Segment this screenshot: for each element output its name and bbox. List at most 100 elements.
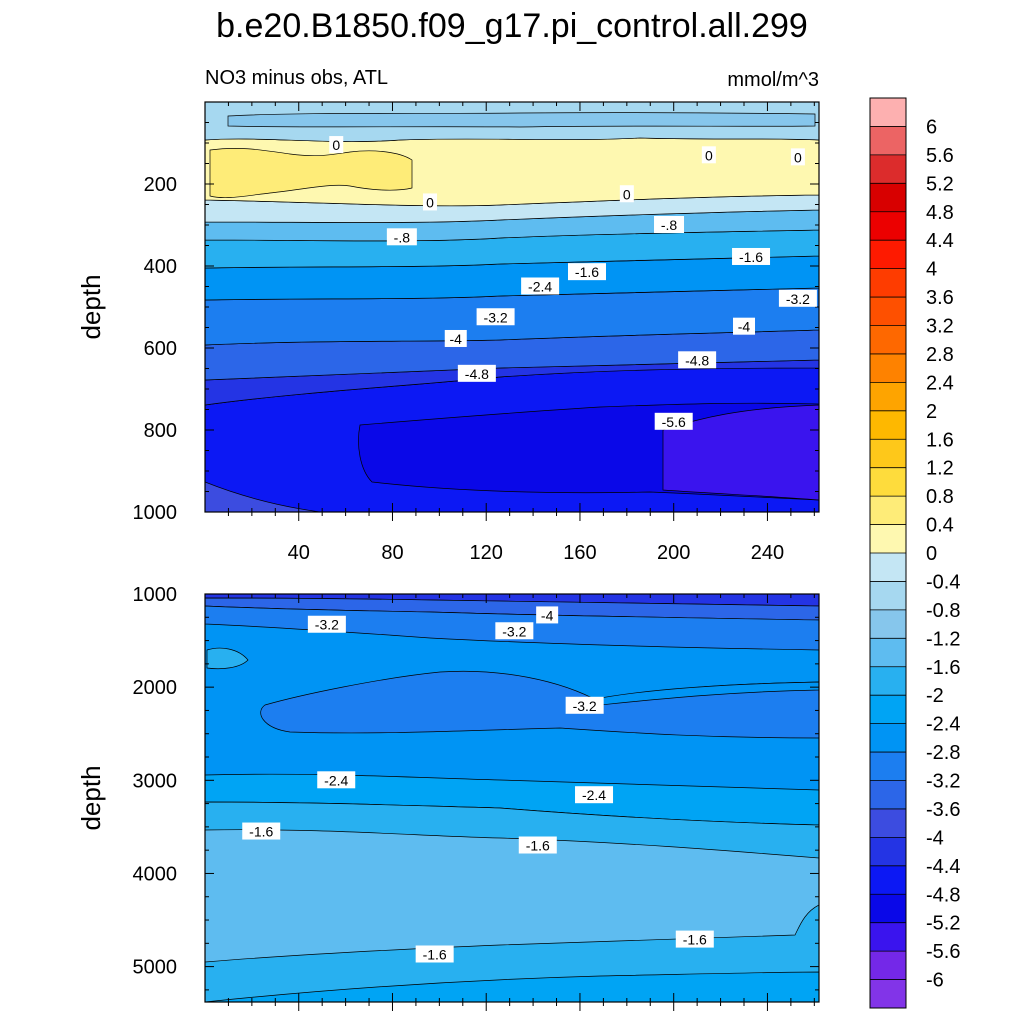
lower-band-minus-2.4-pocket xyxy=(206,647,249,670)
colorbar-level-label: -2.8 xyxy=(926,742,960,764)
lower-contour-label-text: -1.6 xyxy=(249,824,273,840)
upper-contour-label-bg xyxy=(732,247,771,265)
upper-contour-label-text: 0 xyxy=(623,186,631,202)
lower-y-tick-label: 2000 xyxy=(133,677,178,699)
colorbar-level-label: 1.2 xyxy=(926,458,954,480)
upper-band-minus-6 xyxy=(662,404,819,501)
lower-contour-label-bg xyxy=(536,606,559,624)
colorbar-level-label: -2.4 xyxy=(926,714,960,736)
lower-y-tick-label: 5000 xyxy=(133,957,178,979)
upper-contour-label: -2.4 xyxy=(521,277,560,295)
colorbar-level-label: -4 xyxy=(926,827,944,849)
lower-band-minus-3.6-lens xyxy=(260,670,819,739)
upper-contour-label: -.8 xyxy=(654,216,685,233)
colorbar-level-label: -3.6 xyxy=(926,799,960,821)
colorbar-swatch xyxy=(870,154,906,184)
upper-contour-label-bg xyxy=(654,412,693,430)
lower-y-tick-labels: 1000 2000 3000 4000 5000 xyxy=(133,584,178,979)
colorbar-level-label: 4.8 xyxy=(926,202,954,224)
upper-contour-label-bg xyxy=(733,317,756,335)
colorbar-level-label: -6 xyxy=(926,970,944,992)
upper-contour-fill xyxy=(205,102,819,512)
upper-contour-label-text: -.8 xyxy=(661,217,678,233)
upper-contour-label-bg xyxy=(422,193,437,211)
lower-y-axis-label: depth xyxy=(76,765,106,830)
lower-plot-frame xyxy=(204,593,820,1003)
colorbar-swatch xyxy=(870,780,906,810)
colorbar-swatch xyxy=(870,126,906,156)
upper-contour-label-text: -4.8 xyxy=(465,366,489,382)
lower-contour-label: -4 xyxy=(536,606,559,624)
upper-x-tick-labels: 40 80 120 160 200 240 xyxy=(288,542,785,564)
upper-contour-label-bg xyxy=(701,146,716,164)
colorbar-swatch xyxy=(870,638,906,668)
lower-contour-label-text: -1.6 xyxy=(526,838,550,854)
colorbar-level-label: 5.6 xyxy=(926,145,954,167)
lower-contour-label: -2.4 xyxy=(575,786,614,804)
colorbar-swatch xyxy=(870,808,906,838)
upper-contour-label-bg xyxy=(654,216,685,233)
upper-subtitle-right: mmol/m^3 xyxy=(727,69,819,91)
upper-contour-label-text: -3.2 xyxy=(484,309,508,325)
upper-contour-label: -4.8 xyxy=(678,351,717,369)
colorbar-level-label: 6 xyxy=(926,116,937,138)
colorbar-swatch xyxy=(870,979,906,1009)
colorbar-level-label: -4.4 xyxy=(926,856,960,878)
colorbar-level-label: 5.2 xyxy=(926,173,954,195)
upper-contour-label: 0 xyxy=(329,136,344,154)
upper-x-tick-label: 40 xyxy=(288,542,310,564)
upper-contour-label: -4 xyxy=(444,329,467,347)
lower-contour-label-text: -1.6 xyxy=(683,932,707,948)
upper-axis-ticks xyxy=(205,101,819,521)
lower-axis-ticks xyxy=(205,593,819,1011)
upper-band-0.4 xyxy=(209,148,413,198)
colorbar-level-label: -1.6 xyxy=(926,657,960,679)
upper-contour-label-text: -5.6 xyxy=(662,414,686,430)
colorbar-swatch xyxy=(870,211,906,241)
colorbar-level-label: 0.4 xyxy=(926,515,954,537)
colorbar-swatch xyxy=(870,723,906,753)
lower-y-tick-label: 3000 xyxy=(133,770,178,792)
lower-contour-label: -1.6 xyxy=(518,836,557,854)
lower-contour-label-text: -2.4 xyxy=(324,772,348,788)
upper-contour-label: 0 xyxy=(422,193,437,211)
colorbar-swatch xyxy=(870,297,906,326)
colorbar-level-label: 4.4 xyxy=(926,230,954,252)
colorbar-level-label: -2 xyxy=(926,685,944,707)
colorbar-swatch xyxy=(870,666,906,696)
colorbar-swatch xyxy=(870,752,906,781)
upper-contour-label-bg xyxy=(386,228,417,246)
upper-contour-label: -1.6 xyxy=(567,263,606,281)
lower-contour-label-bg xyxy=(317,771,356,789)
colorbar-frame xyxy=(869,97,907,1009)
lower-contour-label-bg xyxy=(242,822,281,840)
lower-contour-label: -3.2 xyxy=(307,615,346,633)
upper-contour-label-text: -1.6 xyxy=(739,249,763,265)
upper-y-tick-label: 400 xyxy=(144,256,177,278)
upper-contour-label-text: -2.4 xyxy=(528,279,552,295)
lower-contour-label-text: -4 xyxy=(541,607,554,623)
upper-contour-label-bg xyxy=(778,289,817,307)
colorbar-level-label: 2.4 xyxy=(926,372,954,394)
lower-contour-label-bg xyxy=(575,786,614,804)
colorbar-swatch xyxy=(870,894,906,924)
colorbar-level-label: 0 xyxy=(926,543,937,565)
upper-contour-label-text: 0 xyxy=(705,147,713,163)
upper-x-tick-label: 200 xyxy=(657,542,690,564)
colorbar-level-label: 2.8 xyxy=(926,344,954,366)
colorbar-swatch xyxy=(870,410,906,440)
lower-y-tick-label: 4000 xyxy=(133,863,178,885)
lower-contour-label-text: -1.6 xyxy=(423,946,447,962)
upper-contour-label-bg xyxy=(790,148,805,166)
lower-contour-label: -1.6 xyxy=(675,930,714,948)
lower-contour-label-bg xyxy=(565,696,604,714)
colorbar-swatch xyxy=(870,240,906,270)
lower-contour-label-text: -3.2 xyxy=(315,617,339,633)
upper-contour-label-bg xyxy=(678,351,717,369)
colorbar-swatch xyxy=(870,609,906,639)
lower-contour-label-bg xyxy=(415,945,454,963)
upper-subtitle-left: NO3 minus obs, ATL xyxy=(205,67,388,89)
colorbar-level-label: 3.2 xyxy=(926,316,954,338)
lower-band-minus-2.8-edge xyxy=(589,681,819,707)
